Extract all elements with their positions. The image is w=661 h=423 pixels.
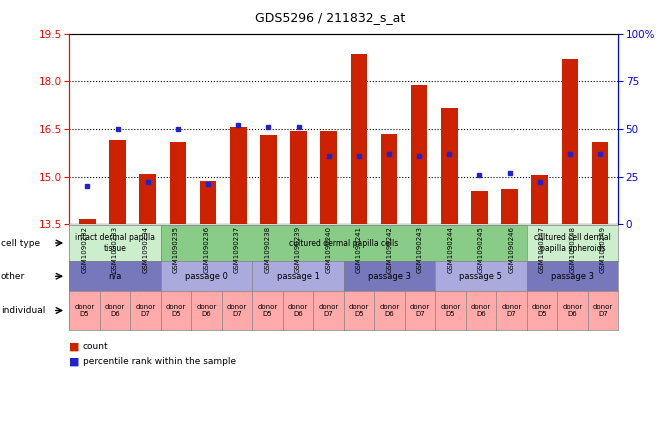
- Bar: [321, 131, 337, 224]
- Text: GSM1090243: GSM1090243: [417, 226, 423, 273]
- Text: passage 1: passage 1: [276, 272, 319, 281]
- Bar: [531, 175, 548, 224]
- Text: GSM1090233: GSM1090233: [112, 226, 118, 273]
- Text: GSM1090237: GSM1090237: [234, 226, 240, 273]
- Bar: [381, 134, 397, 224]
- Text: passage 0: passage 0: [185, 272, 228, 281]
- Text: GSM1090248: GSM1090248: [569, 226, 575, 273]
- Text: donor
D6: donor D6: [288, 304, 308, 317]
- Text: individual: individual: [1, 306, 45, 315]
- Bar: [561, 59, 578, 224]
- Text: GSM1090245: GSM1090245: [478, 226, 484, 273]
- Text: donor
D5: donor D5: [531, 304, 552, 317]
- Text: cultured dermal papilla cells: cultured dermal papilla cells: [289, 239, 399, 247]
- Bar: [350, 55, 367, 224]
- Text: donor
D7: donor D7: [319, 304, 338, 317]
- Text: donor
D5: donor D5: [440, 304, 461, 317]
- Text: ■: ■: [69, 341, 80, 352]
- Bar: [139, 174, 156, 224]
- Text: donor
D7: donor D7: [136, 304, 156, 317]
- Text: donor
D7: donor D7: [227, 304, 247, 317]
- Text: donor
D6: donor D6: [563, 304, 582, 317]
- Text: other: other: [1, 272, 25, 281]
- Text: donor
D5: donor D5: [75, 304, 95, 317]
- Text: donor
D5: donor D5: [349, 304, 369, 317]
- Bar: [290, 131, 307, 224]
- Text: percentile rank within the sample: percentile rank within the sample: [83, 357, 236, 366]
- Text: ■: ■: [69, 356, 80, 366]
- Text: passage 3: passage 3: [551, 272, 594, 281]
- Bar: [410, 85, 428, 224]
- Text: GSM1090234: GSM1090234: [143, 226, 149, 273]
- Text: GSM1090236: GSM1090236: [204, 226, 210, 273]
- Text: cultured cell dermal
papilla spheroids: cultured cell dermal papilla spheroids: [534, 233, 611, 253]
- Text: donor
D7: donor D7: [410, 304, 430, 317]
- Text: GSM1090235: GSM1090235: [173, 226, 179, 273]
- Text: GSM1090244: GSM1090244: [447, 226, 453, 273]
- Bar: [230, 127, 247, 224]
- Text: cell type: cell type: [1, 239, 40, 247]
- Bar: [441, 108, 457, 224]
- Bar: [79, 220, 96, 224]
- Text: donor
D7: donor D7: [501, 304, 522, 317]
- Text: GSM1090246: GSM1090246: [508, 226, 514, 273]
- Text: GDS5296 / 211832_s_at: GDS5296 / 211832_s_at: [255, 11, 406, 24]
- Text: GSM1090241: GSM1090241: [356, 226, 362, 273]
- Text: GSM1090240: GSM1090240: [325, 226, 331, 273]
- Text: GSM1090238: GSM1090238: [264, 226, 270, 273]
- Text: donor
D6: donor D6: [471, 304, 491, 317]
- Text: donor
D6: donor D6: [105, 304, 125, 317]
- Bar: [170, 142, 186, 224]
- Bar: [260, 135, 277, 224]
- Text: donor
D7: donor D7: [593, 304, 613, 317]
- Bar: [501, 190, 518, 224]
- Bar: [592, 142, 608, 224]
- Bar: [200, 181, 216, 224]
- Text: GSM1090242: GSM1090242: [387, 226, 393, 273]
- Text: intact dermal papilla
tissue: intact dermal papilla tissue: [75, 233, 155, 253]
- Text: passage 3: passage 3: [368, 272, 411, 281]
- Text: GSM1090239: GSM1090239: [295, 226, 301, 273]
- Text: GSM1090249: GSM1090249: [600, 226, 605, 273]
- Text: donor
D6: donor D6: [196, 304, 217, 317]
- Text: donor
D5: donor D5: [166, 304, 186, 317]
- Text: count: count: [83, 342, 108, 351]
- Text: passage 5: passage 5: [459, 272, 502, 281]
- Bar: [109, 140, 126, 224]
- Text: n/a: n/a: [108, 272, 122, 281]
- Text: donor
D6: donor D6: [379, 304, 399, 317]
- Text: donor
D5: donor D5: [257, 304, 278, 317]
- Text: GSM1090232: GSM1090232: [82, 226, 88, 273]
- Text: GSM1090247: GSM1090247: [539, 226, 545, 273]
- Bar: [471, 191, 488, 224]
